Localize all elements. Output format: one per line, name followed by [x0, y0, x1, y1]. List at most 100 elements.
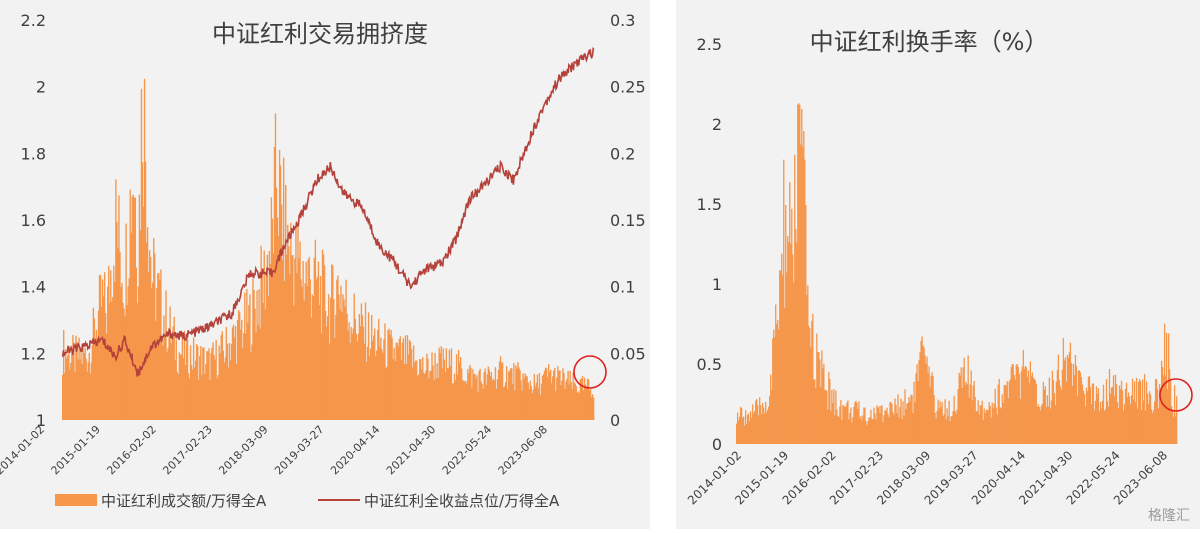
bar: [381, 349, 383, 420]
bar: [802, 146, 804, 444]
bar: [111, 301, 113, 420]
bar: [312, 296, 315, 420]
bar: [310, 317, 312, 420]
bar: [1053, 392, 1056, 444]
bar: [864, 407, 866, 444]
bar: [402, 338, 405, 420]
bar: [810, 347, 812, 444]
bar: [1127, 392, 1130, 444]
y-tick-label: 2.5: [697, 35, 722, 54]
bar: [427, 358, 429, 420]
bar: [183, 330, 186, 420]
bar: [859, 417, 861, 444]
bar: [91, 344, 94, 420]
bar: [1016, 364, 1018, 444]
bar: [479, 368, 481, 420]
bar: [554, 367, 556, 420]
bar: [875, 419, 877, 444]
bar: [1109, 393, 1112, 444]
bar: [976, 411, 978, 444]
bar: [842, 405, 844, 444]
bar: [746, 423, 748, 444]
bar: [196, 344, 198, 420]
bar: [1035, 383, 1037, 444]
bar: [321, 249, 324, 420]
bar: [1125, 382, 1128, 444]
bar: [423, 373, 425, 420]
bar: [961, 387, 963, 444]
bar: [1050, 400, 1053, 444]
bar: [1175, 415, 1177, 444]
y-left-tick-label: 1.8: [21, 144, 46, 163]
bar: [201, 375, 203, 420]
bar: [899, 407, 901, 444]
bar: [167, 348, 169, 420]
bar: [179, 354, 182, 420]
bar: [1118, 385, 1121, 444]
bar: [570, 381, 572, 420]
bar: [917, 381, 919, 444]
bar: [475, 378, 477, 420]
bar: [480, 381, 482, 420]
bar: [555, 391, 557, 420]
bar: [294, 258, 296, 420]
bar: [871, 419, 873, 444]
bar: [756, 399, 758, 444]
bar: [983, 408, 985, 444]
bar: [748, 413, 750, 444]
bar: [254, 308, 256, 420]
bar: [464, 381, 466, 420]
bar: [351, 333, 353, 420]
bar: [69, 369, 71, 420]
bar: [1014, 379, 1016, 444]
bar: [178, 352, 180, 420]
bar: [564, 389, 566, 420]
bar: [816, 333, 818, 444]
bar: [159, 279, 161, 420]
bar: [445, 348, 448, 420]
bar: [892, 412, 894, 444]
bar: [389, 334, 391, 420]
bar: [1021, 366, 1023, 444]
x-tick-label: 2015-01-19: [49, 423, 103, 477]
bar: [1081, 384, 1084, 444]
bar: [202, 347, 204, 420]
bar: [88, 352, 90, 420]
bar: [813, 379, 815, 444]
bar: [333, 299, 335, 420]
bar: [1170, 406, 1173, 444]
bar: [558, 371, 560, 420]
bar: [1023, 368, 1025, 444]
bar: [1099, 401, 1102, 444]
bar: [886, 407, 888, 444]
legend-bar-label: 中证红利成交额/万得全A: [101, 492, 267, 510]
x-tick-label: 2019-03-27: [272, 423, 326, 477]
bar: [360, 303, 363, 420]
bar: [89, 373, 91, 420]
bar: [780, 270, 782, 444]
latest-value-circle: [1159, 378, 1193, 412]
bar: [1005, 385, 1007, 444]
bar: [761, 413, 763, 444]
bar: [776, 324, 778, 444]
bar: [825, 390, 827, 444]
bar: [1062, 337, 1065, 444]
bar: [921, 336, 923, 444]
bar: [1000, 408, 1002, 444]
bar: [1002, 402, 1004, 444]
bar: [288, 246, 290, 420]
bar: [195, 360, 197, 420]
bar: [1009, 379, 1011, 444]
bar: [285, 184, 287, 420]
bar: [759, 397, 761, 444]
bar: [264, 309, 266, 420]
bar: [1173, 385, 1176, 444]
bar: [1029, 361, 1031, 444]
bar: [758, 415, 760, 444]
bar: [824, 389, 826, 444]
bar: [255, 332, 257, 420]
bar: [1039, 410, 1041, 444]
bar: [1030, 375, 1032, 444]
bar: [868, 417, 870, 444]
bar: [877, 408, 879, 444]
